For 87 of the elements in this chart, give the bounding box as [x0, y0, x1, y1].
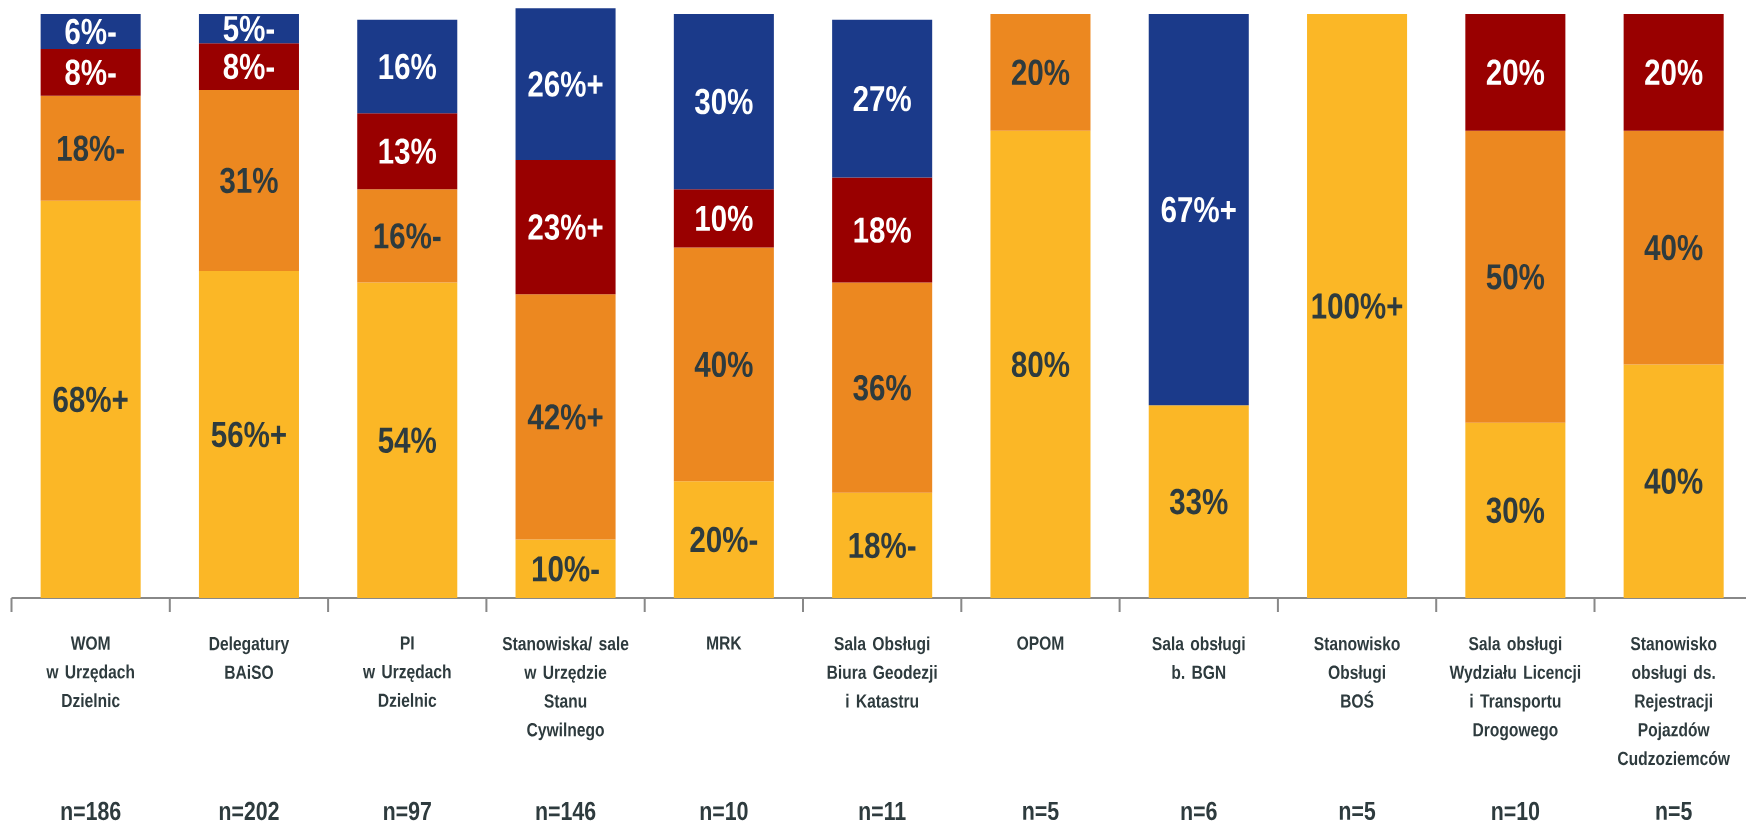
bar [832, 19, 933, 178]
bar [673, 189, 774, 248]
data-label: 40% [694, 351, 753, 378]
data-label: 50% [1486, 264, 1545, 290]
bar [357, 282, 458, 598]
text: n=202 [219, 801, 279, 821]
data-label: 54% [378, 427, 437, 453]
bar [832, 282, 933, 493]
data-label: 20% [1645, 59, 1703, 86]
bar [1623, 130, 1724, 365]
bar [673, 481, 774, 598]
text: n=10 [1492, 801, 1540, 821]
bar [357, 19, 458, 114]
bar [40, 95, 141, 201]
x-tick-label: MRK [707, 636, 742, 650]
bar [40, 200, 141, 598]
bar [198, 89, 299, 271]
text: n=5 [1656, 801, 1692, 821]
data-label: 20% [1011, 59, 1070, 86]
x-tick-label: Sala obsługi b. BGN [1152, 636, 1245, 680]
data-label: 33% [1169, 488, 1228, 515]
text: n=10 [700, 801, 748, 821]
x-tick-label: Stanowisko obsługi ds. Rejestracji Pojazdów Cudzoziemców [1618, 636, 1730, 766]
x-tick-label: PI w Urzędach Dzielnic [362, 636, 451, 708]
text: n=6 [1181, 801, 1217, 821]
x-tick-label: Stanowiska/ sale w Urzędzie Stanu Cywilnego [502, 636, 629, 741]
x-tick-label: Sala Obsługi Biura Geodezji i Katastru [827, 636, 937, 708]
data-label: 23%+ [528, 214, 603, 240]
bar [357, 189, 458, 283]
bar [1307, 13, 1408, 598]
bar [1465, 130, 1566, 423]
bar [515, 8, 616, 160]
bar [673, 247, 774, 482]
data-label: 20%- [690, 526, 758, 553]
data-label: 20% [1486, 59, 1545, 86]
data-label: 27% [853, 85, 911, 112]
x-tick-label: WOM w Urzędach Dzielnic [46, 636, 134, 708]
data-label: 5%- [223, 15, 275, 42]
data-label: 18%- [849, 532, 916, 559]
bar [990, 130, 1091, 598]
data-label: 18% [854, 217, 911, 243]
text: n=5 [1339, 801, 1376, 821]
data-label: 6%- [65, 18, 116, 45]
bar [515, 294, 616, 540]
bar [1148, 405, 1249, 598]
bar [198, 270, 299, 598]
x-tick-label: OPOM [1017, 636, 1064, 650]
bar [515, 159, 616, 295]
data-label: 40% [1644, 234, 1703, 261]
data-label: 100%+ [1312, 293, 1403, 319]
bar [1465, 422, 1566, 598]
data-label: 13% [379, 138, 437, 164]
bar [832, 177, 933, 283]
data-label: 31% [220, 167, 278, 194]
data-label: 36% [853, 374, 911, 401]
x-tick-label: Stanowisko Obsługi BOŚ [1314, 636, 1400, 708]
data-label: 26%+ [528, 71, 603, 97]
bar [990, 13, 1091, 131]
bar [1148, 13, 1249, 406]
data-label: 30% [1486, 497, 1545, 524]
x-tick-label: Delegatury BAiSO [209, 636, 290, 680]
text: n=97 [384, 801, 431, 821]
x-tick-label: Sala obsługi Wydziału Licencji i Transportu Drogowego [1449, 636, 1581, 741]
data-label: 80% [1011, 351, 1070, 378]
text: n=186 [61, 801, 121, 821]
data-label: 16%- [374, 223, 441, 249]
bar [357, 113, 458, 190]
data-label: 8%- [65, 59, 116, 86]
data-label: 42%+ [527, 404, 603, 430]
data-label: 10%- [532, 556, 599, 582]
data-label: 40% [1644, 468, 1703, 494]
bar [673, 13, 774, 190]
bar [1623, 13, 1724, 131]
data-label: 18%- [58, 135, 124, 162]
text: n=146 [536, 801, 596, 821]
text: n=11 [859, 802, 906, 820]
data-label: 8%- [223, 53, 275, 80]
data-label: 16% [379, 53, 437, 80]
bar [1465, 13, 1566, 131]
bar [832, 492, 933, 598]
bar [1623, 364, 1724, 598]
data-label: 56%+ [211, 421, 286, 448]
data-label: 68%+ [53, 386, 128, 413]
data-label: 10% [696, 205, 753, 232]
data-label: 30% [695, 88, 753, 115]
data-label: 67%+ [1161, 196, 1236, 223]
text: n=5 [1023, 801, 1059, 821]
